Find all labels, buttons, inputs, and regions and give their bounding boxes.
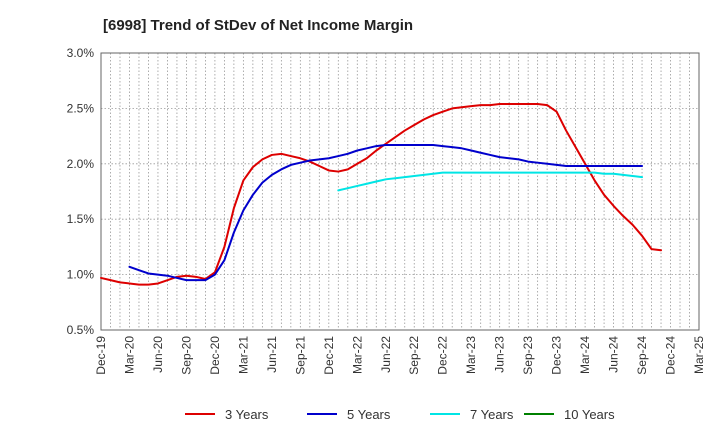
x-tick-label: Sep-24 (635, 336, 649, 375)
x-tick-label: Mar-25 (692, 336, 706, 374)
y-tick-label: 3.0% (67, 46, 95, 60)
x-tick-label: Dec-23 (550, 336, 564, 375)
x-tick-label: Mar-20 (122, 336, 136, 374)
y-tick-label: 1.5% (67, 212, 95, 226)
series-line-7-years (337, 171, 644, 192)
x-tick-label: Jun-20 (151, 336, 165, 373)
x-tick-label: Jun-21 (265, 336, 279, 373)
x-tick-label: Sep-22 (407, 336, 421, 375)
series-line-3-years (100, 102, 663, 286)
legend-label: 5 Years (347, 407, 391, 422)
x-tick-label: Dec-19 (94, 336, 108, 375)
x-tick-label: Mar-22 (350, 336, 364, 374)
x-tick-label: Jun-22 (379, 336, 393, 373)
x-tick-label: Mar-23 (464, 336, 478, 374)
legend-label: 7 Years (470, 407, 514, 422)
x-tick-label: Mar-24 (578, 336, 592, 374)
plot-frame (100, 52, 700, 331)
legend-label: 10 Years (564, 407, 615, 422)
x-tick-label: Mar-21 (236, 336, 250, 374)
x-tick-label: Sep-20 (179, 336, 193, 375)
legend-label: 3 Years (225, 407, 269, 422)
x-tick-label: Sep-23 (521, 336, 535, 375)
x-tick-label: Dec-21 (322, 336, 336, 375)
x-tick-label: Dec-22 (436, 336, 450, 375)
plot-background (101, 53, 699, 330)
x-tick-label: Jun-24 (607, 336, 621, 373)
x-tick-label: Sep-21 (293, 336, 307, 375)
y-tick-label: 1.0% (67, 268, 95, 282)
x-tick-label: Dec-20 (208, 336, 222, 375)
series-line-5-years (128, 143, 644, 282)
y-tick-label: 0.5% (67, 323, 95, 337)
x-tick-label: Dec-24 (664, 336, 678, 375)
x-tick-label: Jun-23 (493, 336, 507, 373)
y-tick-label: 2.5% (67, 101, 95, 115)
chart-title: [6998] Trend of StDev of Net Income Marg… (103, 17, 413, 34)
legend: 3 Years 5 Years 7 Years 10 Years (185, 407, 615, 422)
y-tick-label: 2.0% (67, 157, 95, 171)
plot-area: 0.5% 1.0% 1.5% 2.0% 2.5% 3.0% Dec-19 Mar-20 Jun-… (67, 46, 706, 375)
